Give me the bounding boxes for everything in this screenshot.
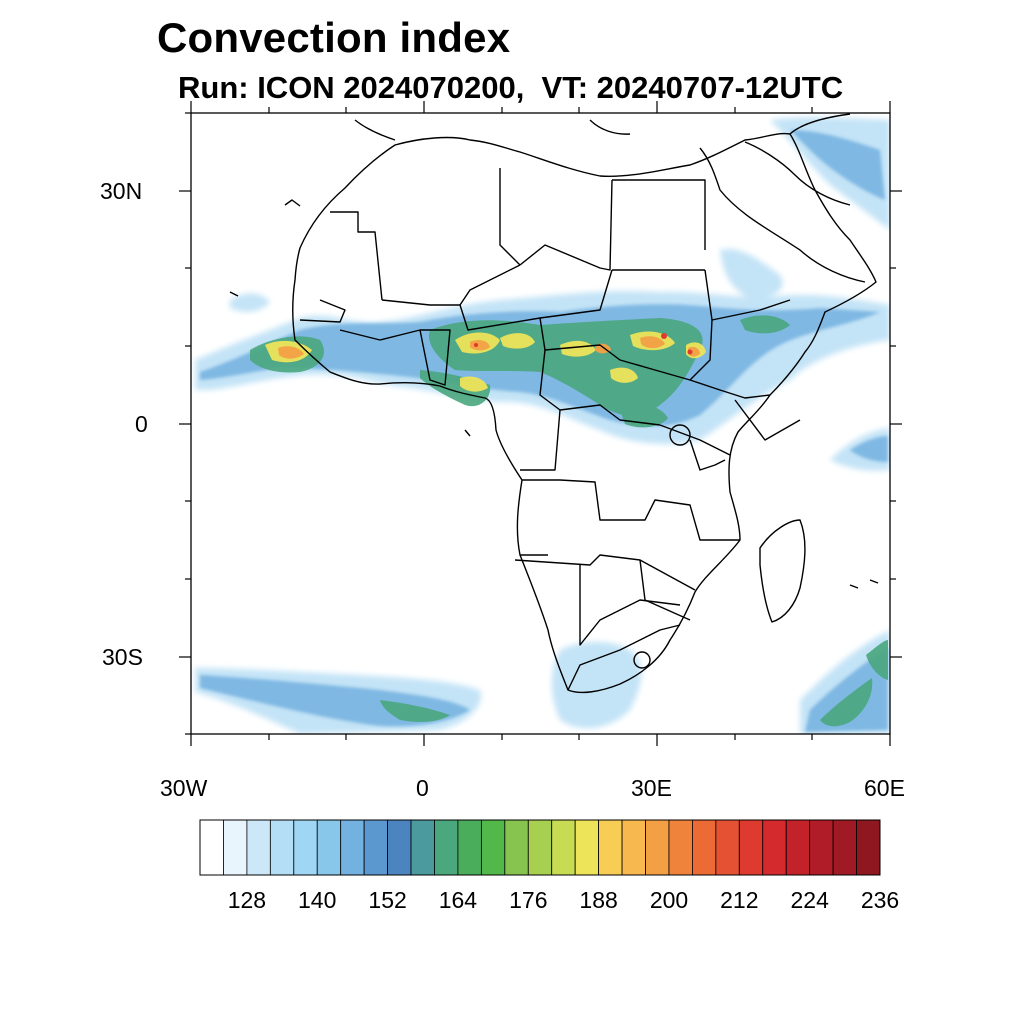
colorbar-tick-label: 200 — [649, 887, 689, 913]
map-subtitle: Run: ICON 2024070200, VT: 20240707-12UTC — [178, 70, 844, 105]
colorbar-box — [504, 819, 529, 876]
colorbar-box — [692, 819, 717, 876]
lat-label-0: 0 — [135, 411, 148, 437]
colorbar-box — [387, 819, 412, 876]
map-frame — [190, 112, 891, 735]
lat-label-30n: 30N — [100, 178, 143, 204]
colorbar-tick-label: 164 — [438, 887, 478, 913]
colorbar-tick-label: 236 — [860, 887, 900, 913]
colorbar-tick-label: 188 — [579, 887, 618, 913]
axis-ticks — [179, 101, 902, 746]
colorbar — [199, 819, 881, 876]
colorbar-tick-label: 224 — [790, 887, 829, 913]
colorbar-box — [527, 819, 553, 876]
colorbar-tick-label: 176 — [509, 887, 548, 913]
colorbar-box — [316, 819, 342, 876]
colorbar-tick-label: 152 — [368, 887, 407, 913]
colorbar-box — [574, 819, 600, 876]
colorbar-frame — [199, 819, 881, 876]
lon-label-0: 0 — [416, 775, 429, 801]
colorbar-box — [832, 819, 857, 876]
lon-label-30w: 30W — [160, 775, 208, 801]
colorbar-box — [340, 819, 365, 876]
colorbar-box — [363, 819, 388, 876]
coastlines — [229, 113, 879, 694]
colorbar-box — [598, 819, 623, 876]
colorbar-box — [480, 819, 506, 876]
colorbar-box — [246, 819, 271, 876]
colorbar-box — [645, 819, 670, 876]
colorbar-tick-label: 212 — [720, 887, 759, 913]
colorbar-tick-label: 140 — [298, 887, 337, 913]
colorbar-box — [621, 819, 646, 876]
colorbar-box — [410, 819, 435, 876]
convection-field — [195, 117, 890, 734]
colorbar-box — [856, 819, 881, 876]
colorbar-box — [434, 819, 459, 876]
colorbar-box — [457, 819, 482, 876]
colorbar-tick-label: 128 — [227, 887, 267, 913]
colorbar-box — [269, 819, 295, 876]
colorbar-box — [668, 819, 693, 876]
colorbar-box — [762, 819, 787, 876]
colorbar-box — [551, 819, 576, 876]
colorbar-box — [293, 819, 318, 876]
colorbar-box — [785, 819, 811, 876]
colorbar-box — [738, 819, 764, 876]
lat-label-30s: 30S — [102, 644, 143, 670]
colorbar-box — [223, 819, 248, 876]
map-title: Convection index — [157, 14, 511, 61]
lon-label-30e: 30E — [631, 775, 672, 801]
colorbar-box — [715, 819, 740, 876]
colorbar-box — [199, 819, 224, 876]
lon-label-60e: 60E — [864, 775, 905, 801]
colorbar-box — [809, 819, 834, 876]
